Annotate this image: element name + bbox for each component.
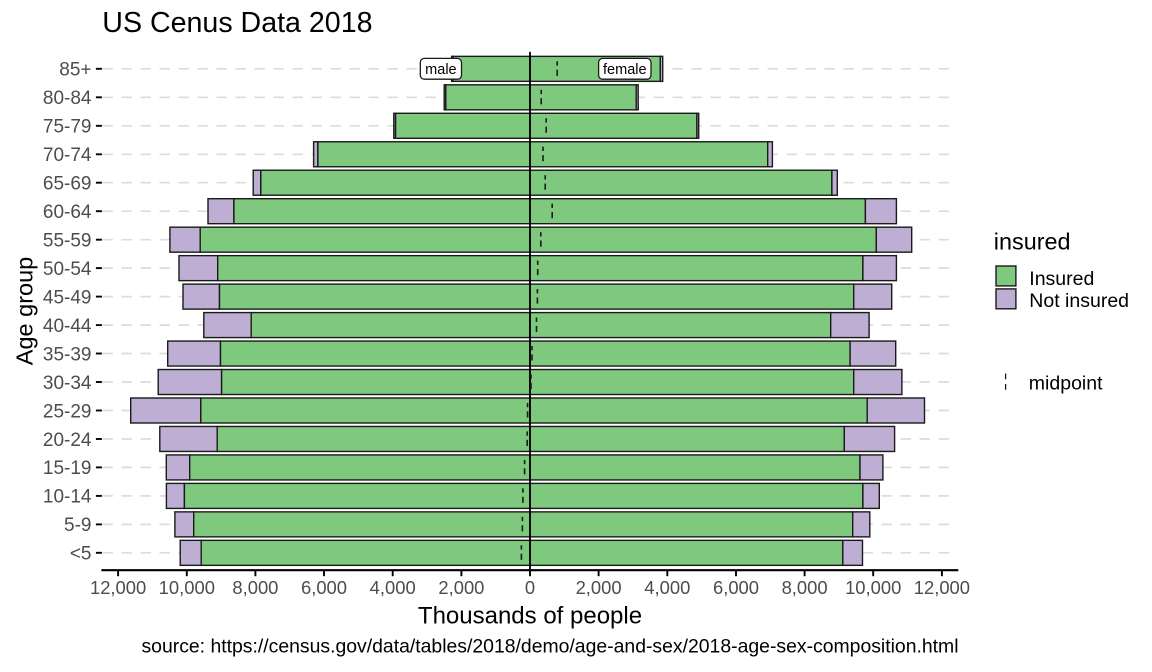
svg-text:4,000: 4,000 (644, 577, 690, 598)
svg-text:30-34: 30-34 (43, 373, 92, 394)
svg-text:55-59: 55-59 (43, 231, 92, 252)
svg-text:6,000: 6,000 (713, 577, 759, 598)
svg-text:35-39: 35-39 (43, 344, 92, 365)
svg-text:12,000: 12,000 (914, 577, 970, 598)
svg-text:2,000: 2,000 (438, 577, 484, 598)
svg-text:male: male (425, 62, 456, 78)
svg-text:20-24: 20-24 (43, 430, 92, 451)
svg-text:4,000: 4,000 (370, 577, 416, 598)
svg-text:0: 0 (525, 577, 535, 598)
svg-text:10,000: 10,000 (159, 577, 215, 598)
svg-text:50-54: 50-54 (43, 259, 92, 280)
svg-text:40-44: 40-44 (43, 316, 92, 337)
svg-text:8,000: 8,000 (232, 577, 278, 598)
svg-text:25-29: 25-29 (43, 401, 92, 422)
svg-text:<5: <5 (70, 544, 92, 565)
svg-text:65-69: 65-69 (43, 174, 92, 195)
svg-text:10-14: 10-14 (43, 487, 92, 508)
svg-text:80-84: 80-84 (43, 88, 92, 109)
svg-text:45-49: 45-49 (43, 287, 92, 308)
svg-text:Insured: Insured (1029, 268, 1094, 290)
svg-text:10,000: 10,000 (845, 577, 901, 598)
svg-text:Age group: Age group (12, 257, 38, 365)
svg-text:source: https://census.gov/dat: source: https://census.gov/data/tables/2… (141, 636, 958, 658)
svg-text:12,000: 12,000 (90, 577, 146, 598)
svg-text:85+: 85+ (59, 60, 91, 81)
svg-text:8,000: 8,000 (782, 577, 828, 598)
svg-text:5-9: 5-9 (64, 515, 91, 536)
svg-text:US Cenus Data 2018: US Cenus Data 2018 (102, 7, 372, 39)
svg-text:Not insured: Not insured (1029, 290, 1129, 312)
svg-text:Thousands of people: Thousands of people (418, 602, 642, 629)
svg-text:insured: insured (994, 229, 1071, 255)
svg-text:75-79: 75-79 (43, 117, 92, 138)
svg-text:2,000: 2,000 (576, 577, 622, 598)
svg-text:15-19: 15-19 (43, 458, 92, 479)
svg-text:female: female (603, 62, 647, 78)
svg-text:midpoint: midpoint (1029, 372, 1103, 394)
svg-text:6,000: 6,000 (301, 577, 347, 598)
svg-text:70-74: 70-74 (43, 145, 92, 166)
svg-text:60-64: 60-64 (43, 202, 92, 223)
